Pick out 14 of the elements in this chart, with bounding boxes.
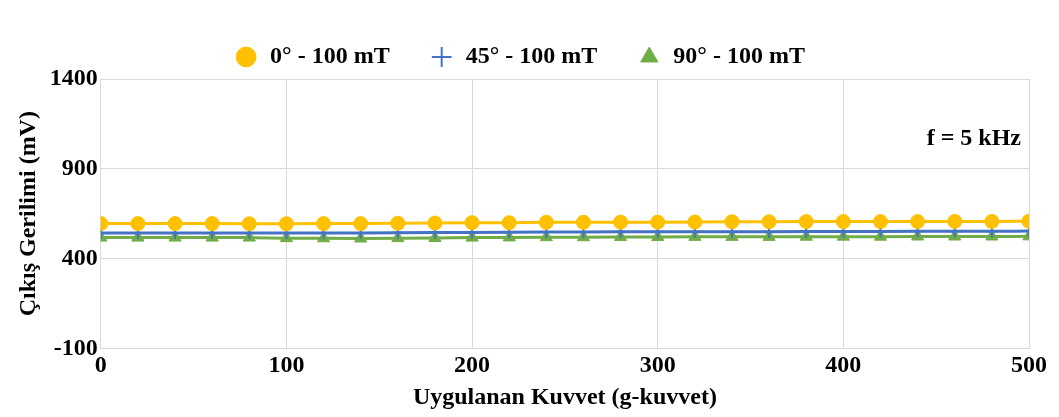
x-tick-label: 200 — [454, 351, 491, 377]
x-tick-label: 500 — [1011, 351, 1047, 377]
legend-label: 45° - 100 mT — [465, 42, 598, 69]
x-tick-label: 100 — [268, 351, 305, 377]
legend-label: 0° - 100 mT — [270, 42, 390, 69]
x-tick-label: 300 — [639, 351, 676, 377]
legend-label: 90° - 100 mT — [673, 42, 805, 69]
annotation: f = 5 kHz — [926, 124, 1022, 151]
x-tick-label: 400 — [825, 351, 862, 377]
x-axis-title: Uygulanan Kuvvet (g-kuvvet) — [412, 382, 717, 409]
y-tick-label: 900 — [61, 154, 98, 180]
y-tick-label: 1400 — [49, 64, 98, 91]
y-axis-title: Çıkış Gerilimi (mV) — [13, 111, 40, 317]
y-tick-label: 400 — [61, 243, 98, 270]
